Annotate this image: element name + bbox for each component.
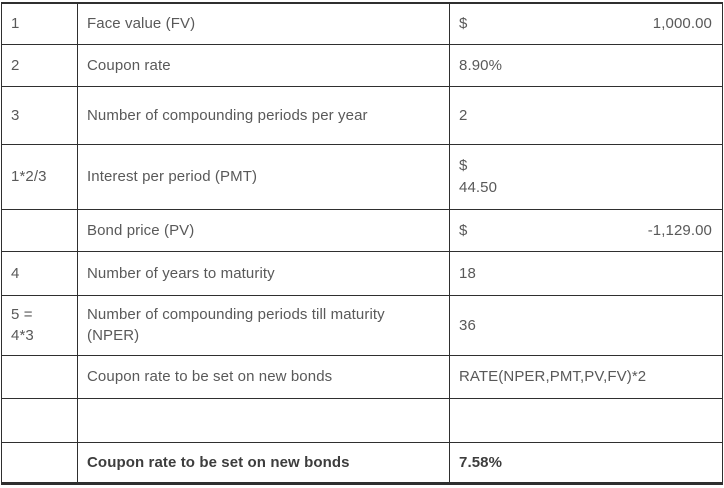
cell-label: [77, 397, 450, 443]
cell-ref: 1*2/3: [1, 143, 78, 210]
cell-ref: [1, 397, 78, 443]
cell-ref: [1, 354, 78, 399]
currency-symbol: $: [459, 15, 468, 33]
amount: -1,129.00: [647, 221, 712, 239]
amount: 44.50: [459, 178, 498, 196]
table-row-rate-formula: Coupon rate to be set on new bonds RATE(…: [1, 354, 723, 399]
cell-ref: [1, 441, 78, 485]
cell-ref: 5 = 4*3: [1, 294, 78, 356]
cell-label: Interest per period (PMT): [77, 143, 450, 210]
table-row-periods-per-year: 3 Number of compounding periods per year…: [1, 85, 723, 145]
cell-label: Number of compounding periods per year: [77, 85, 450, 145]
accounting-value: $ -1,129.00: [459, 220, 712, 241]
currency-symbol: $: [459, 221, 468, 239]
cell-ref: [1, 208, 78, 252]
table-row-nper: 5 = 4*3 Number of compounding periods ti…: [1, 294, 723, 356]
stacked-currency-value: $ 44.50: [459, 155, 712, 199]
currency-symbol: $: [459, 156, 468, 174]
cell-value: RATE(NPER,PMT,PV,FV)*2: [449, 354, 723, 399]
cell-ref: 2: [1, 43, 78, 87]
cell-label: Number of compounding periods till matur…: [77, 294, 450, 356]
cell-value: $ 44.50: [449, 143, 723, 210]
cell-ref: 3: [1, 85, 78, 145]
table-row-bond-price: Bond price (PV) $ -1,129.00: [1, 208, 723, 252]
table-row-coupon-rate: 2 Coupon rate 8.90%: [1, 43, 723, 87]
cell-value: $ 1,000.00: [449, 2, 723, 45]
cell-label: Number of years to maturity: [77, 250, 450, 296]
cell-value: $ -1,129.00: [449, 208, 723, 252]
table-row-empty: [1, 397, 723, 443]
cell-ref: 1: [1, 2, 78, 45]
cell-value: 7.58%: [449, 441, 723, 485]
cell-value: 36: [449, 294, 723, 356]
table-row-face-value: 1 Face value (FV) $ 1,000.00: [1, 2, 723, 45]
cell-label: Coupon rate to be set on new bonds: [77, 441, 450, 485]
cell-value: 2: [449, 85, 723, 145]
table-row-interest-per-period: 1*2/3 Interest per period (PMT) $ 44.50: [1, 143, 723, 210]
table-row-years-to-maturity: 4 Number of years to maturity 18: [1, 250, 723, 296]
cell-ref: 4: [1, 250, 78, 296]
cell-label: Bond price (PV): [77, 208, 450, 252]
cell-label: Coupon rate: [77, 43, 450, 87]
cell-value: [449, 397, 723, 443]
table-row-result: Coupon rate to be set on new bonds 7.58%: [1, 441, 723, 485]
cell-label: Coupon rate to be set on new bonds: [77, 354, 450, 399]
cell-value: 18: [449, 250, 723, 296]
cell-value: 8.90%: [449, 43, 723, 87]
cell-label: Face value (FV): [77, 2, 450, 45]
amount: 1,000.00: [652, 15, 712, 33]
accounting-value: $ 1,000.00: [459, 13, 712, 34]
